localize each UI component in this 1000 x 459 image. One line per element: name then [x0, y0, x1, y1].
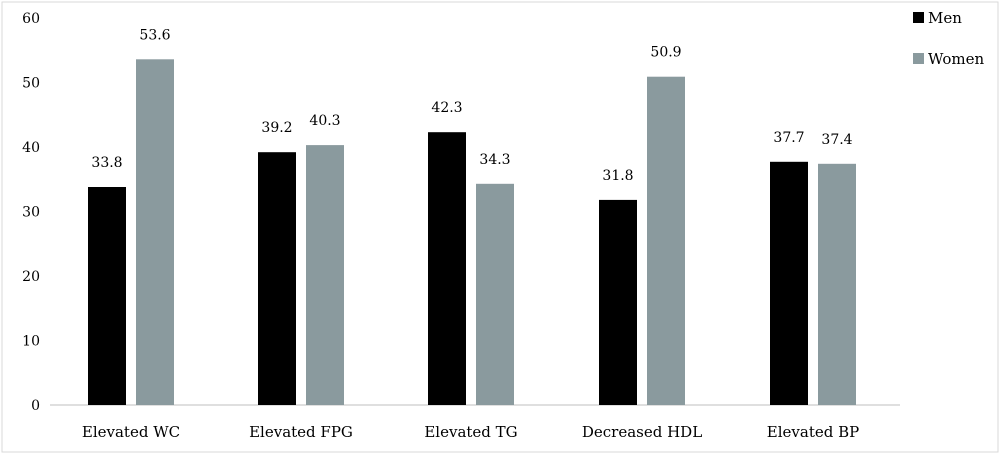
- y-tick-label: 50: [22, 76, 40, 92]
- y-tick-label: 60: [22, 11, 40, 27]
- legend: Men Women: [913, 9, 985, 68]
- bar-women: [306, 145, 344, 405]
- y-tick-label: 10: [22, 334, 40, 350]
- data-label-women: 53.6: [139, 27, 170, 43]
- data-label-men: 39.2: [261, 120, 292, 136]
- x-category-label: Elevated WC: [82, 423, 180, 441]
- x-category-label: Elevated BP: [767, 423, 859, 441]
- data-label-men: 37.7: [773, 130, 804, 146]
- legend-label-men: Men: [928, 9, 962, 27]
- data-label-women: 34.3: [479, 152, 510, 168]
- bar-women: [136, 59, 174, 406]
- bar-women: [818, 163, 856, 405]
- y-tick-label: 0: [31, 398, 40, 414]
- legend-swatch-men: [913, 12, 924, 23]
- legend-label-women: Women: [928, 50, 985, 68]
- bar-women: [647, 76, 685, 405]
- data-label-women: 50.9: [650, 45, 681, 61]
- data-label-women: 40.3: [309, 113, 340, 129]
- data-label-men: 42.3: [431, 100, 462, 116]
- data-label-men: 31.8: [602, 168, 633, 184]
- data-label-men: 33.8: [91, 155, 122, 171]
- y-tick-label: 30: [22, 205, 40, 221]
- x-category-label: Elevated TG: [424, 423, 517, 441]
- y-tick-label: 40: [22, 140, 40, 156]
- y-tick-label: 20: [22, 269, 40, 285]
- bar-men: [258, 152, 296, 405]
- bar-men: [428, 132, 466, 405]
- data-label-women: 37.4: [821, 132, 852, 148]
- bar-men: [770, 161, 808, 405]
- bar-men: [88, 187, 126, 405]
- x-category-label: Decreased HDL: [582, 423, 702, 441]
- x-category-label: Elevated FPG: [249, 423, 353, 441]
- bar-women: [476, 183, 514, 405]
- legend-swatch-women: [913, 53, 924, 64]
- bar-men: [599, 199, 637, 405]
